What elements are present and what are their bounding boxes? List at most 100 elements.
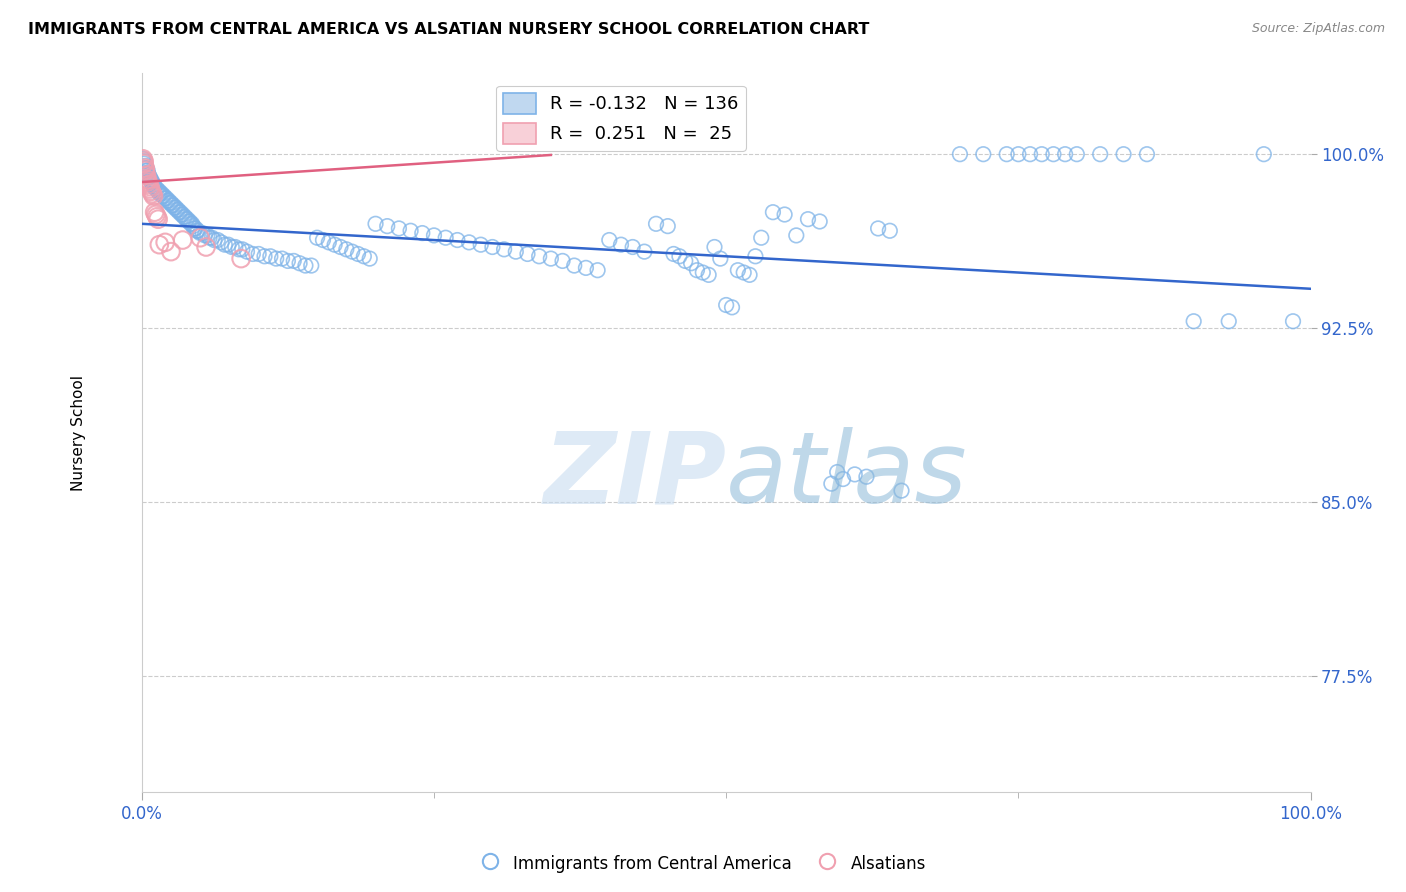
Point: [187, 224, 209, 238]
Point: [141, 184, 163, 198]
Point: [134, 156, 156, 170]
Point: [165, 201, 187, 215]
Point: [621, 240, 644, 254]
Point: [153, 189, 176, 203]
Point: [247, 247, 270, 261]
Point: [207, 233, 229, 247]
Point: [353, 249, 375, 263]
Point: [949, 147, 972, 161]
Point: [201, 231, 224, 245]
Point: [170, 207, 193, 221]
Point: [323, 237, 346, 252]
Point: [470, 237, 492, 252]
Point: [141, 175, 163, 189]
Point: [153, 191, 176, 205]
Point: [143, 179, 166, 194]
Point: [134, 154, 156, 169]
Point: [242, 247, 264, 261]
Point: [141, 175, 163, 189]
Point: [167, 202, 190, 217]
Point: [681, 256, 703, 270]
Point: [195, 240, 218, 254]
Point: [271, 252, 294, 266]
Point: [692, 266, 714, 280]
Point: [156, 194, 179, 208]
Point: [160, 244, 183, 259]
Point: [399, 224, 422, 238]
Point: [134, 154, 156, 169]
Point: [181, 219, 204, 234]
Point: [312, 233, 335, 247]
Point: [186, 224, 208, 238]
Point: [134, 161, 156, 175]
Point: [180, 217, 202, 231]
Point: [890, 483, 912, 498]
Point: [146, 210, 169, 224]
Point: [139, 182, 162, 196]
Point: [1136, 147, 1159, 161]
Point: [183, 221, 205, 235]
Point: [134, 159, 156, 173]
Point: [139, 179, 162, 194]
Point: [174, 210, 197, 224]
Point: [135, 161, 157, 175]
Point: [160, 195, 183, 210]
Point: [231, 243, 253, 257]
Point: [148, 237, 170, 252]
Point: [335, 243, 357, 257]
Point: [191, 226, 214, 240]
Point: [136, 175, 159, 189]
Point: [364, 217, 387, 231]
Point: [231, 252, 253, 266]
Point: [149, 186, 172, 201]
Legend: R = -0.132   N = 136, R =  0.251   N =  25: R = -0.132 N = 136, R = 0.251 N = 25: [496, 86, 745, 151]
Text: ZIP: ZIP: [543, 427, 725, 524]
Point: [749, 231, 772, 245]
Point: [259, 249, 281, 263]
Point: [277, 254, 299, 268]
Point: [825, 465, 848, 479]
Point: [995, 147, 1018, 161]
Point: [134, 161, 156, 175]
Point: [657, 219, 679, 234]
Text: Source: ZipAtlas.com: Source: ZipAtlas.com: [1251, 22, 1385, 36]
Point: [481, 240, 503, 254]
Point: [141, 172, 163, 186]
Point: [136, 172, 159, 186]
Point: [1066, 147, 1088, 161]
Point: [575, 260, 598, 275]
Point: [738, 268, 761, 282]
Point: [148, 186, 170, 201]
Point: [132, 152, 155, 166]
Point: [1019, 147, 1042, 161]
Point: [446, 233, 468, 247]
Point: [551, 254, 574, 268]
Point: [159, 195, 181, 210]
Point: [411, 226, 433, 240]
Point: [527, 249, 550, 263]
Point: [662, 247, 685, 261]
Point: [283, 254, 305, 268]
Point: [141, 186, 163, 201]
Point: [209, 235, 232, 250]
Point: [142, 179, 165, 194]
Point: [1112, 147, 1135, 161]
Point: [150, 186, 173, 201]
Point: [785, 228, 807, 243]
Point: [221, 240, 243, 254]
Point: [214, 237, 236, 252]
Point: [160, 198, 183, 212]
Point: [228, 243, 250, 257]
Point: [697, 268, 720, 282]
Point: [177, 214, 200, 228]
Point: [195, 228, 218, 243]
Point: [494, 243, 516, 257]
Point: [744, 249, 766, 263]
Point: [610, 237, 633, 252]
Point: [288, 256, 311, 270]
Point: [138, 178, 160, 192]
Point: [143, 205, 166, 219]
Point: [145, 207, 167, 221]
Point: [727, 263, 749, 277]
Y-axis label: Nursery School: Nursery School: [72, 375, 86, 491]
